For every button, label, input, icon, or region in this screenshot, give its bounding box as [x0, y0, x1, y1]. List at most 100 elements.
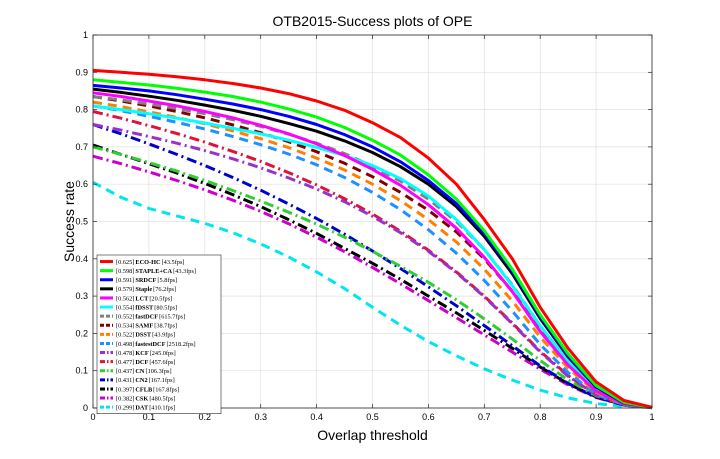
legend-entry: [0.554]fDSST[80.5fps] — [116, 304, 177, 311]
legend-score: [0.552] — [116, 313, 134, 320]
y-tick-label: 0.7 — [75, 142, 88, 152]
legend-tracker-name: fastDCF — [135, 313, 158, 320]
x-tick-label: 1 — [649, 412, 654, 422]
series-line-cn — [92, 145, 653, 410]
legend-score: [0.437] — [116, 368, 134, 375]
y-tick-label: 0 — [83, 403, 88, 413]
legend-box — [96, 254, 222, 414]
y-tick-label: 0.5 — [75, 217, 88, 227]
legend-score: [0.554] — [116, 304, 134, 311]
legend: [0.625]ECO-HC[43.5fps][0.598]STAPLE+CA[4… — [96, 254, 222, 414]
legend-tracker-name: SRDCF — [135, 277, 156, 284]
legend-fps: [80.5fps] — [154, 304, 177, 311]
legend-score: [0.478] — [116, 350, 134, 357]
series-line-cflb — [92, 143, 653, 410]
legend-entry: [0.562]LCT[20.5fps] — [116, 295, 172, 302]
legend-tracker-name: ECO-HC — [135, 259, 161, 266]
legend-tracker-name: fastestDCF — [135, 341, 165, 348]
legend-score: [0.579] — [116, 286, 134, 293]
series-line-lct — [92, 91, 653, 410]
legend-fps: [43.3fps] — [173, 268, 196, 275]
x-tick-label: 0.2 — [199, 412, 212, 422]
x-tick-label: 0.8 — [534, 412, 547, 422]
chart-title: OTB2015-Success plots of OPE — [273, 13, 473, 29]
series-line-fastestdcf — [92, 104, 653, 410]
legend-entry: [0.534]SAMF[38.7fps] — [116, 323, 177, 330]
legend-fps: [245.0fps] — [150, 350, 176, 357]
legend-tracker-name: CFLB — [135, 386, 153, 393]
legend-fps: [106.3fps] — [145, 368, 171, 375]
series-line-csk — [92, 154, 653, 410]
legend-score: [0.534] — [116, 323, 134, 330]
legend-score: [0.591] — [116, 277, 134, 284]
legend-tracker-name: Staple — [135, 286, 152, 293]
legend-entry: [0.431]CN2[167.1fps] — [116, 377, 175, 384]
x-tick-label: 0.1 — [143, 412, 156, 422]
legend-entry: [0.478]KCF[245.0fps] — [116, 350, 176, 357]
legend-fps: [615.7fps] — [159, 313, 185, 320]
legend-tracker-name: fDSST — [135, 304, 154, 311]
y-axis-label: Success rate — [61, 181, 77, 262]
legend-fps: [410.1fps] — [149, 404, 175, 411]
legend-tracker-name: DSST — [135, 332, 152, 339]
legend-entry: [0.522]DSST[43.9fps] — [116, 332, 175, 339]
legend-tracker-name: LCT — [135, 295, 149, 302]
x-axis-label: Overlap threshold — [317, 427, 428, 443]
legend-fps: [2518.2fps] — [166, 341, 195, 348]
legend-tracker-name: KCF — [135, 350, 148, 357]
legend-entry: [0.598]STAPLE+CA[43.3fps] — [116, 268, 196, 275]
legend-score: [0.522] — [116, 332, 134, 339]
x-tick-label: 0.6 — [422, 412, 435, 422]
legend-score: [0.625] — [116, 259, 134, 266]
legend-score: [0.431] — [116, 377, 134, 384]
legend-entry: [0.382]CSK[480.5fps] — [116, 395, 175, 402]
legend-entry: [0.625]ECO-HC[43.5fps] — [116, 259, 185, 266]
legend-fps: [480.5fps] — [149, 395, 175, 402]
legend-fps: [167.1fps] — [149, 377, 175, 384]
series-line-eco-hc — [92, 68, 653, 409]
series-line-staple-ca — [92, 78, 653, 410]
x-tick-label: 0.3 — [254, 412, 267, 422]
ticks: 0 0.1 0.2 0.3 0.4 0.5 0.6 0.7 0.8 0.9 1 0 0.1 0.2 0.3 0… — [75, 30, 654, 422]
legend-score: [0.598] — [116, 268, 134, 275]
y-tick-label: 0.8 — [75, 105, 88, 115]
legend-tracker-name: CN2 — [135, 377, 147, 384]
legend-fps: [38.7fps] — [154, 323, 177, 330]
y-tick-label: 0.4 — [75, 254, 88, 264]
y-tick-label: 0.1 — [75, 366, 88, 376]
legend-fps: [457.6fps] — [149, 359, 175, 366]
x-tick-label: 0.7 — [478, 412, 491, 422]
legend-score: [0.477] — [116, 359, 134, 366]
legend-entry: [0.299]DAT[410.1fps] — [116, 404, 175, 411]
legend-score: [0.299] — [116, 404, 134, 411]
y-tick-label: 0.9 — [75, 67, 88, 77]
legend-fps: [76.2fps] — [153, 286, 176, 293]
x-tick-label: 0.4 — [310, 412, 323, 422]
legend-fps: [43.5fps] — [162, 259, 185, 266]
x-tick-label: 0 — [90, 412, 95, 422]
legend-tracker-name: SAMF — [135, 323, 153, 330]
legend-tracker-name: DAT — [135, 404, 149, 411]
legend-score: [0.382] — [116, 395, 134, 402]
legend-tracker-name: STAPLE+CA — [135, 268, 172, 275]
legend-score: [0.562] — [116, 295, 134, 302]
legend-entry: [0.552]fastDCF[615.7fps] — [116, 313, 185, 320]
series-line-dat — [92, 180, 653, 410]
legend-entry: [0.591]SRDCF[5.8fps] — [116, 277, 177, 284]
series-line-kcf — [92, 123, 653, 410]
series-line-fdsst — [92, 104, 653, 410]
series-line-samf — [92, 95, 653, 410]
legend-entry: [0.397]CFLB[167.8fps] — [116, 386, 179, 393]
legend-tracker-name: CSK — [135, 395, 148, 402]
legend-entry: [0.477]DCF[457.6fps] — [116, 359, 175, 366]
legend-score: [0.397] — [116, 386, 134, 393]
y-tick-label: 1 — [83, 30, 88, 40]
legend-entry: [0.437]CN[106.3fps] — [116, 368, 172, 375]
legend-fps: [167.8fps] — [153, 386, 179, 393]
legend-score: [0.498] — [116, 341, 134, 348]
y-tick-label: 0.2 — [75, 328, 88, 338]
series-layer — [92, 68, 653, 410]
x-tick-label: 0.5 — [366, 412, 379, 422]
legend-entry: [0.579]Staple[76.2fps] — [116, 286, 176, 293]
